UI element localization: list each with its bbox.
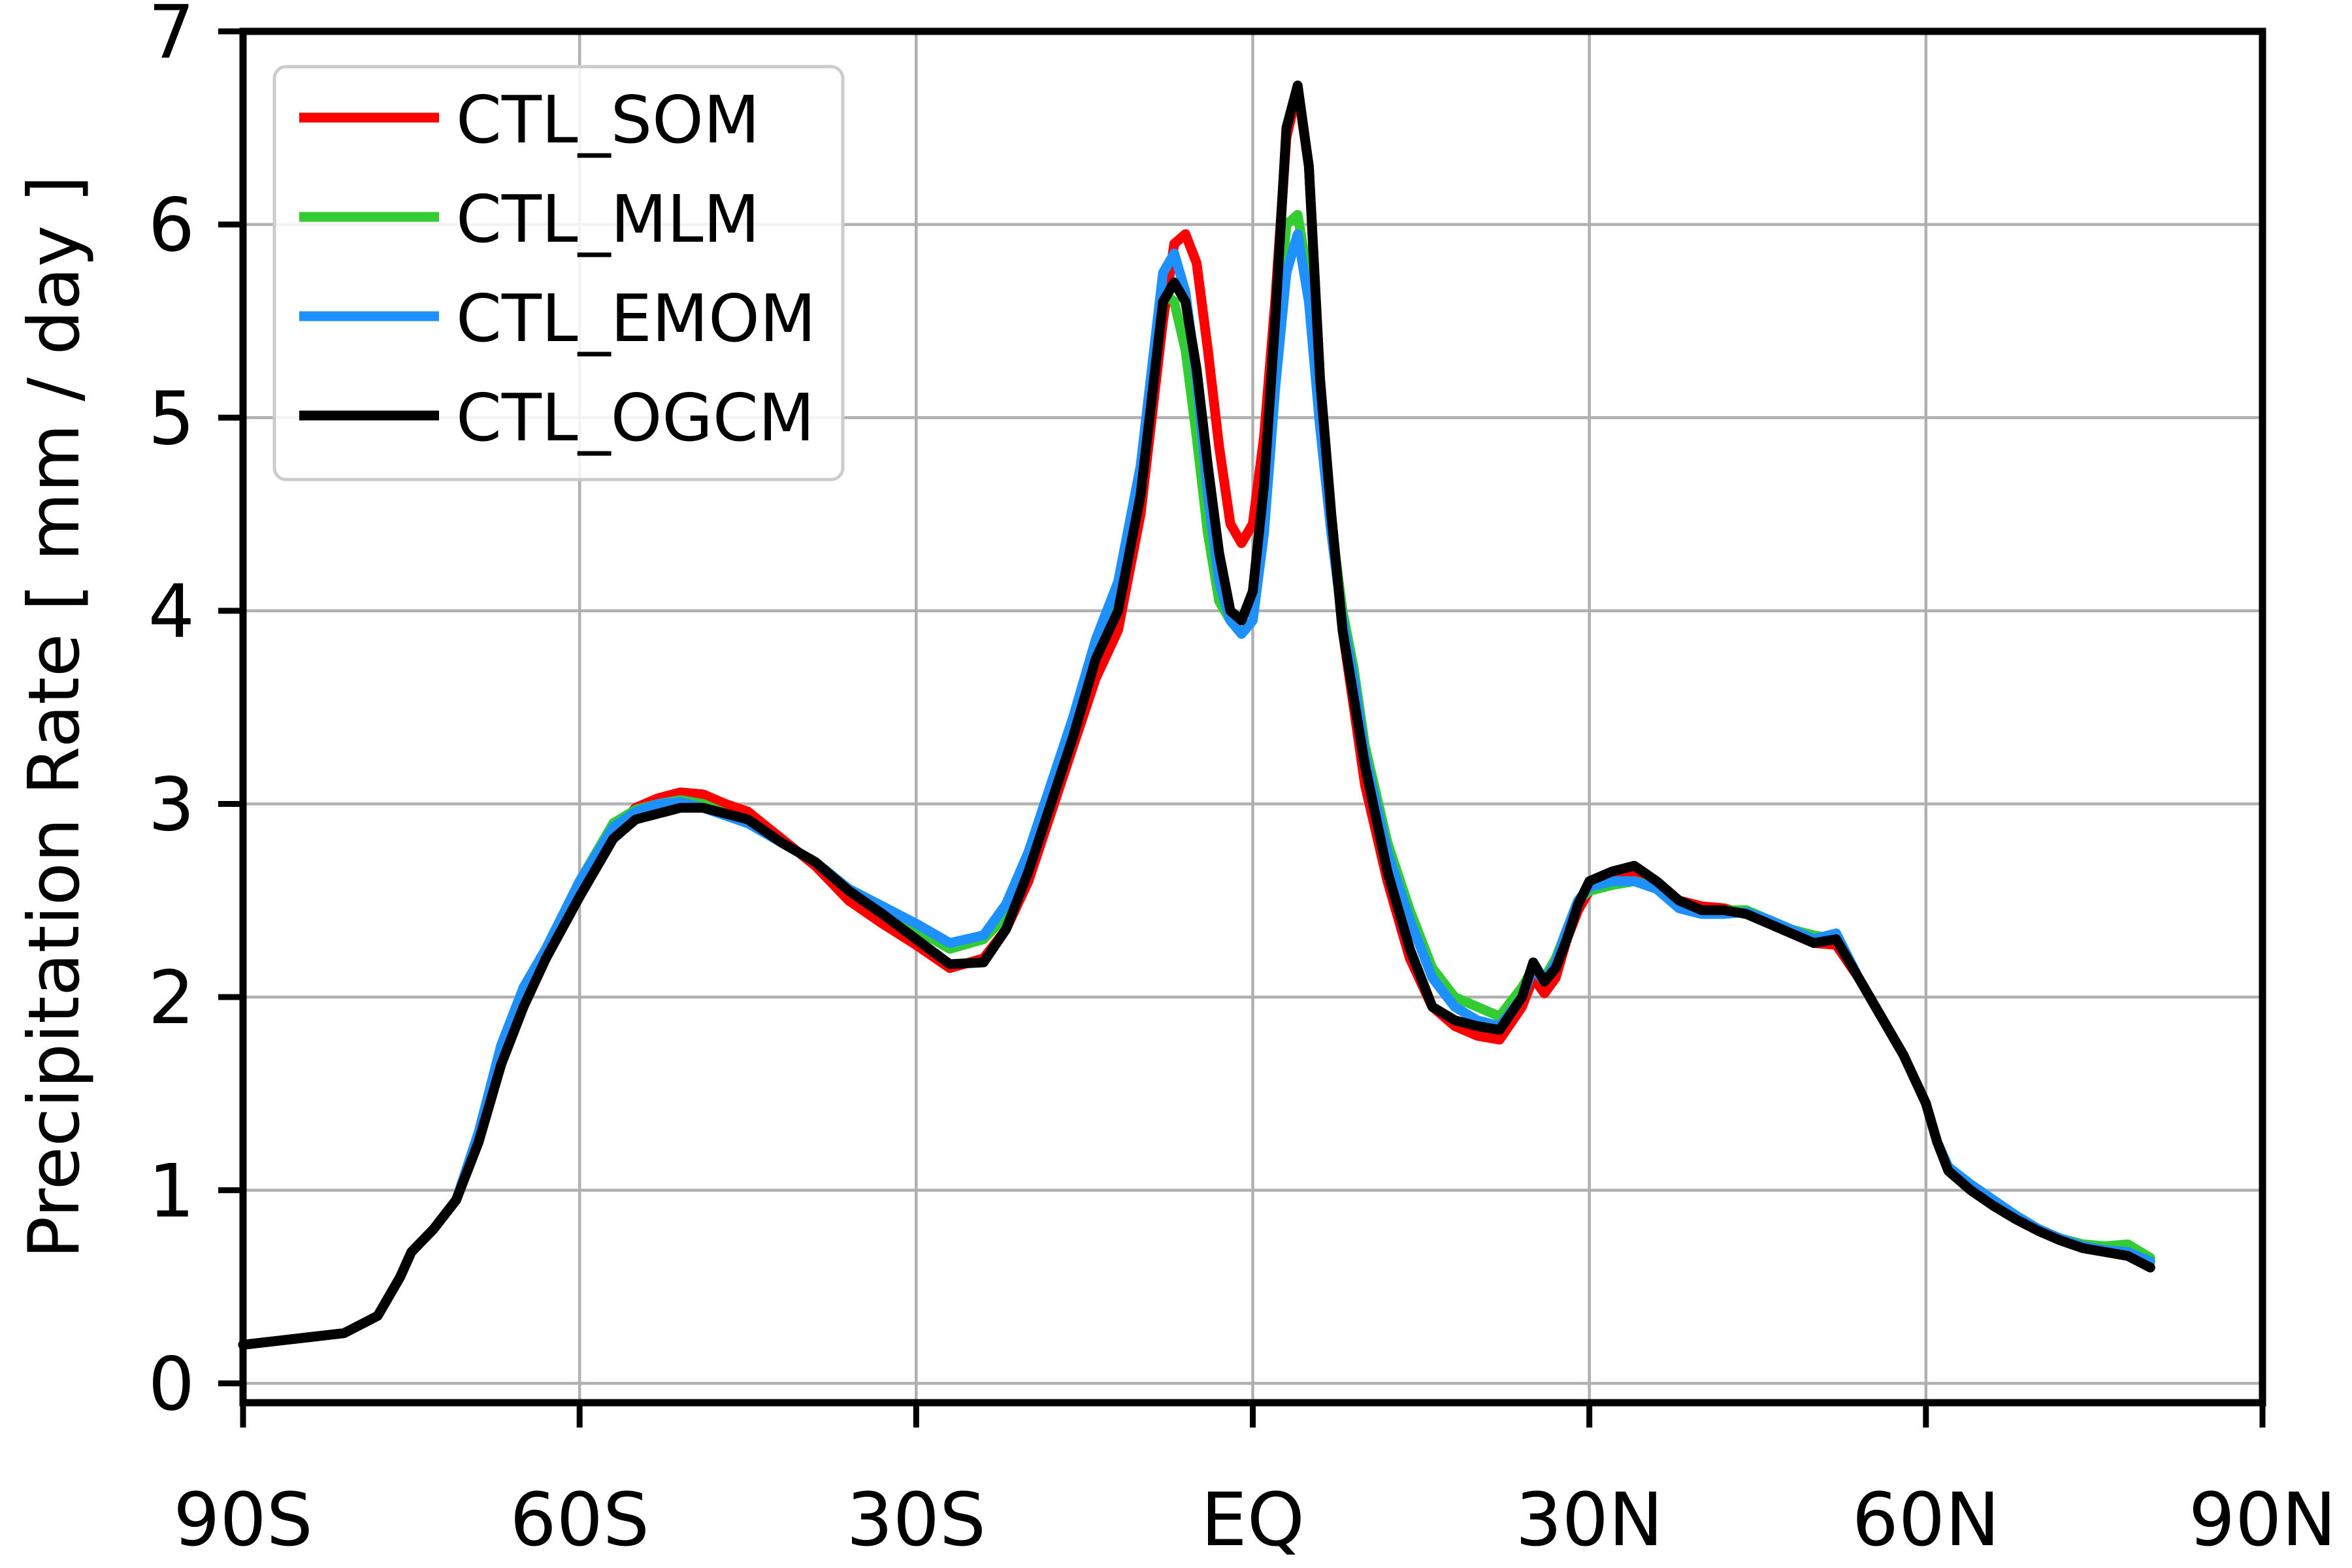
y-tick-label-7: 7 <box>148 0 195 75</box>
legend-label-ctl-emom: CTL_EMOM <box>456 280 816 357</box>
y-axis-title: Precipitation Rate [ mm / day ] <box>14 175 95 1258</box>
legend: CTL_SOM CTL_MLM CTL_EMOM CTL_OGCM <box>272 65 845 482</box>
x-tick-label-4: 30N <box>1516 1478 1663 1563</box>
x-tick-label-5: 60N <box>1852 1478 2000 1563</box>
y-tick-label-0: 0 <box>148 1342 195 1427</box>
x-tick-label-2: 30S <box>847 1478 987 1563</box>
y-tick-label-6: 6 <box>148 184 195 269</box>
series-line-ctl-ogcm <box>238 80 2155 1350</box>
y-tick-label-1: 1 <box>148 1149 195 1234</box>
y-tick-label-3: 3 <box>148 763 195 848</box>
x-tick-label-0: 90S <box>173 1478 313 1563</box>
series-line-ctl-emom <box>238 229 2155 1350</box>
x-tick-label-1: 60S <box>510 1478 649 1563</box>
legend-box <box>272 65 845 482</box>
x-tick-label-6: 90N <box>2189 1478 2336 1563</box>
y-tick-label-4: 4 <box>148 570 195 655</box>
x-tick-label-3: EQ <box>1201 1478 1305 1563</box>
series-layer <box>238 80 2155 1350</box>
legend-label-ctl-som: CTL_SOM <box>456 82 760 158</box>
legend-label-ctl-mlm: CTL_MLM <box>456 181 760 257</box>
y-tick-label-5: 5 <box>148 376 195 461</box>
legend-label-ctl-ogcm: CTL_OGCM <box>456 380 815 456</box>
ticks <box>218 28 2266 1428</box>
y-tick-label-2: 2 <box>148 956 195 1041</box>
tick-labels: 90S 60S 30S EQ 30N 60N 90N 0 1 2 3 4 5 6 7 <box>148 0 2336 1563</box>
